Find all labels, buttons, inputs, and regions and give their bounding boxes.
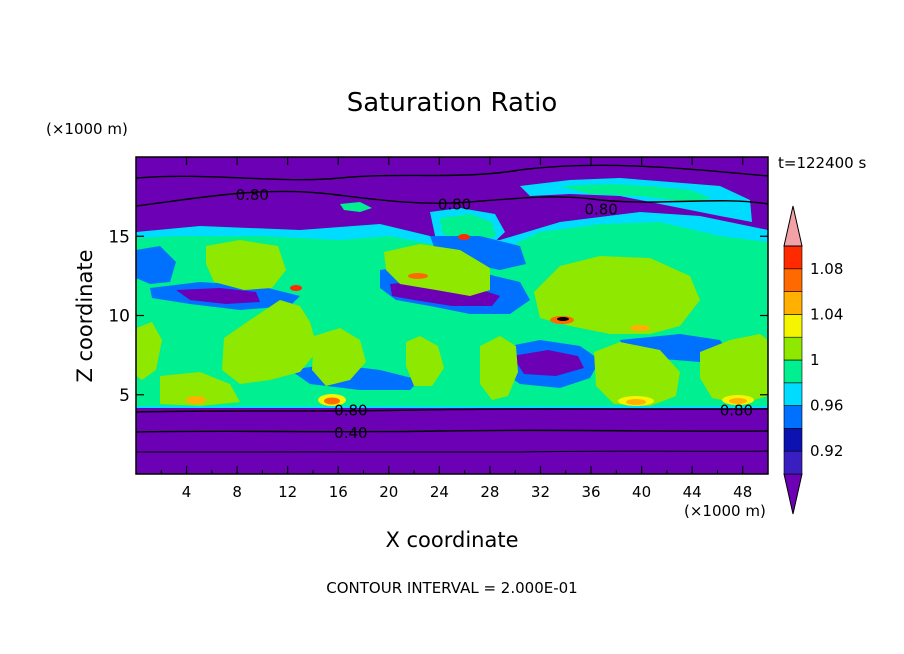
hot-spot-7 xyxy=(630,325,650,331)
colorbar-label: 1.08 xyxy=(810,260,843,278)
y-unit-label: (×1000 m) xyxy=(46,120,128,138)
colorbar-label: 0.96 xyxy=(810,397,843,415)
super-region-8 xyxy=(480,336,518,400)
y-tick-label: 15 xyxy=(108,227,130,247)
plot-area xyxy=(136,157,768,474)
x-tick-label: 4 xyxy=(182,483,192,501)
y-axis: 5 10 15 xyxy=(108,227,768,406)
dry-boundary-layer xyxy=(136,408,768,474)
hot-spot-4 xyxy=(186,396,206,404)
x-tick-label: 8 xyxy=(232,483,242,501)
contour-interval-footer: CONTOUR INTERVAL = 2.000E-01 xyxy=(326,579,577,597)
colorbar xyxy=(783,205,803,515)
x-axis: 4 8 12 16 20 24 28 32 36 40 44 48 xyxy=(160,157,752,501)
x-tick-label: 40 xyxy=(632,483,651,501)
colorbar-label: 1.04 xyxy=(810,305,843,323)
colorbar-band xyxy=(783,382,803,406)
super-region-7 xyxy=(136,322,162,380)
x-tick-label: 12 xyxy=(278,483,297,501)
y-tick-label: 5 xyxy=(119,386,130,406)
x-tick-label: 32 xyxy=(531,483,550,501)
colorbar-band xyxy=(783,359,803,384)
colorbar-band xyxy=(783,245,803,270)
upper-patch-5 xyxy=(340,202,372,212)
y-tick-label: 10 xyxy=(108,307,130,327)
contour-label: 0.80 xyxy=(720,402,753,420)
contour-label: 0.80 xyxy=(236,186,269,204)
super-region-5 xyxy=(312,328,366,386)
colorbar-band xyxy=(783,336,803,361)
x-unit-label: (×1000 m) xyxy=(684,502,766,520)
contour-lines xyxy=(136,164,768,453)
contour-label: 0.40 xyxy=(334,424,367,442)
hot-spot-1-core xyxy=(324,397,340,405)
colorbar-band xyxy=(783,291,803,315)
x-tick-label: 44 xyxy=(683,483,702,501)
super-region-11 xyxy=(160,372,240,406)
dry-intrusion-4-core xyxy=(512,350,584,376)
super-region-3 xyxy=(534,256,700,334)
x-tick-label: 36 xyxy=(581,483,600,501)
hot-spot-3-core xyxy=(729,398,747,404)
hot-spot-6-core xyxy=(557,317,569,321)
hot-spot-9 xyxy=(290,285,302,291)
dry-intrusion-1-core xyxy=(176,288,260,304)
y-axis-label: Z coordinate xyxy=(73,249,97,382)
super-region-9 xyxy=(594,342,680,406)
time-label: t=122400 s xyxy=(778,154,866,172)
colorbar-max-arrow xyxy=(783,205,803,247)
colorbar-label: 0.92 xyxy=(810,442,843,460)
x-tick-label: 28 xyxy=(480,483,499,501)
chart-title: Saturation Ratio xyxy=(347,88,558,118)
x-axis-label: X coordinate xyxy=(385,528,518,552)
super-region-2 xyxy=(384,244,490,296)
hot-spot-2-core xyxy=(626,399,646,405)
colorbar-label: 1 xyxy=(810,351,820,369)
contour-label: 0.80 xyxy=(438,196,471,214)
colorbar-labels: 1.08 1.04 1 0.96 0.92 xyxy=(810,260,843,460)
super-region-1 xyxy=(206,240,286,290)
super-region-4 xyxy=(222,300,318,384)
upper-patch-6 xyxy=(136,246,176,284)
hot-spot-5 xyxy=(408,273,428,279)
hot-spot-8 xyxy=(458,234,470,240)
x-tick-label: 16 xyxy=(329,483,348,501)
contour-label-group: 0.80 0.80 0.80 0.80 0.80 0.40 xyxy=(236,186,754,442)
colorbar-band xyxy=(783,428,803,452)
x-tick-label: 20 xyxy=(379,483,398,501)
upper-patch-4 xyxy=(560,184,712,202)
contour-label: 0.80 xyxy=(334,402,367,420)
x-tick-label: 24 xyxy=(430,483,449,501)
colorbar-band xyxy=(783,314,803,338)
x-tick-label: 48 xyxy=(733,483,752,501)
colorbar-band xyxy=(783,268,803,292)
super-region-10 xyxy=(700,334,768,404)
dry-intrusion-3 xyxy=(430,236,526,270)
colorbar-band xyxy=(783,405,803,429)
super-region-6 xyxy=(406,336,444,386)
contour-label: 0.80 xyxy=(584,200,617,218)
colorbar-band xyxy=(783,450,803,475)
colorbar-min-arrow xyxy=(783,473,803,515)
